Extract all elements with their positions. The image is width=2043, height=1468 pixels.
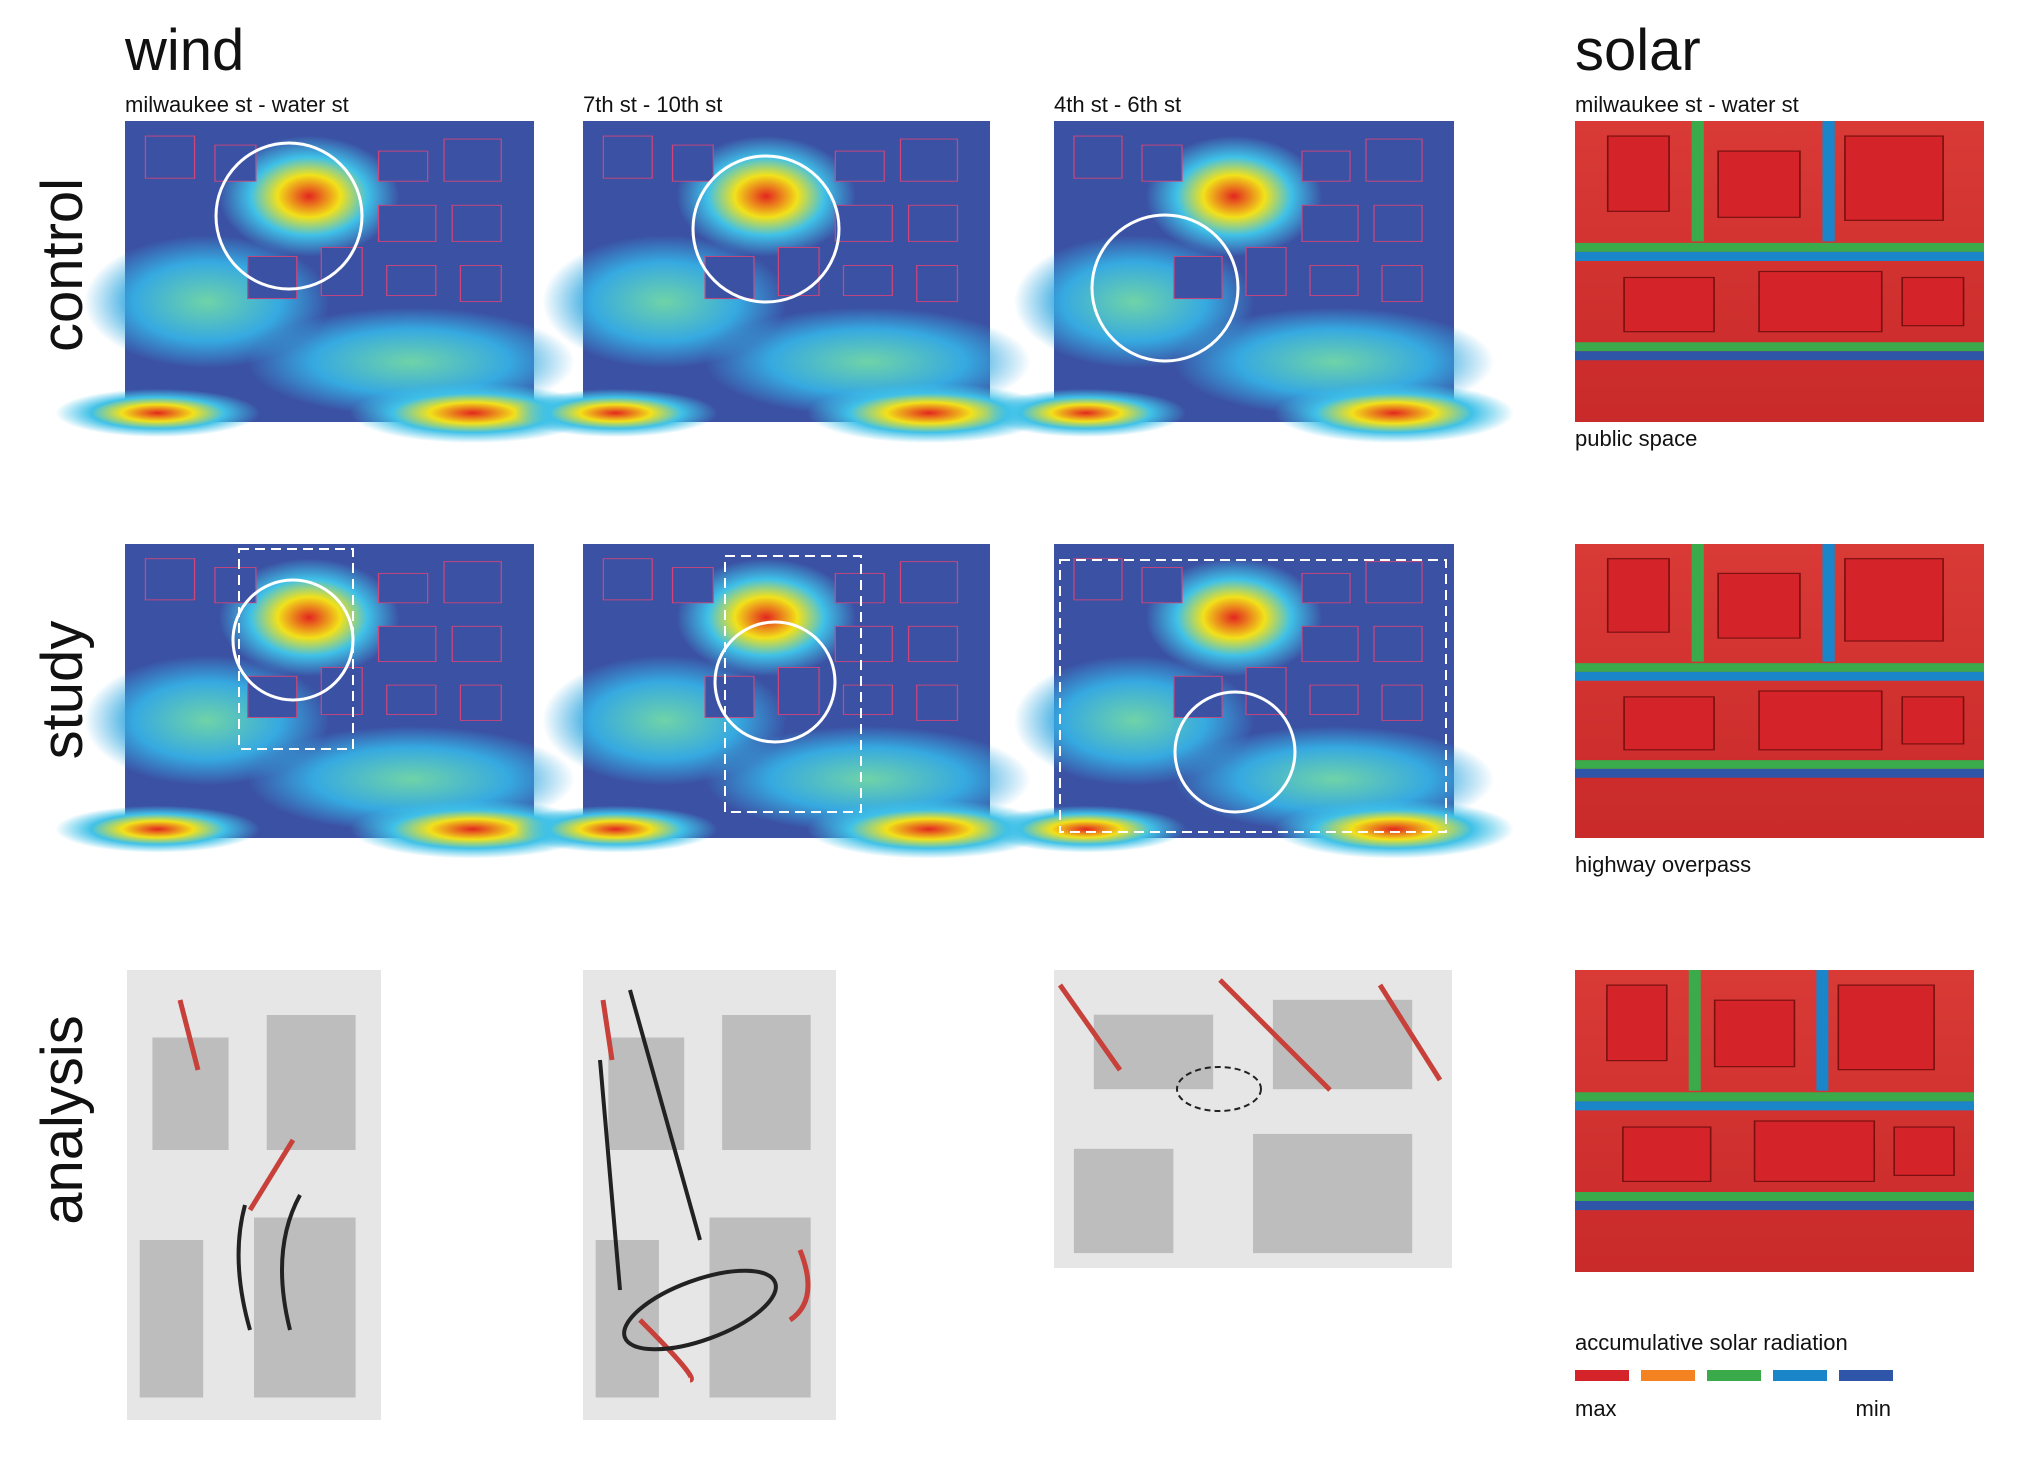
legend-title: accumulative solar radiation — [1575, 1330, 1848, 1355]
flow-arrows — [177, 978, 1443, 1383]
subtitle: milwaukee st - water st — [125, 92, 349, 117]
wind-map — [513, 120, 1052, 444]
legend-swatch — [1839, 1370, 1893, 1381]
wind-map — [54, 120, 596, 444]
analysis-map — [583, 970, 836, 1420]
legend-swatch — [1641, 1370, 1695, 1381]
focus-circles — [214, 141, 1240, 363]
wind-map — [985, 120, 1515, 444]
outlines — [236, 989, 778, 1352]
solar-caption: public space — [1575, 426, 1697, 451]
legend-swatches — [1575, 1370, 1893, 1381]
solar-header: solar — [1575, 18, 1701, 83]
row-label: control — [30, 178, 95, 352]
legend-min: min — [1856, 1396, 1891, 1421]
solar-caption: highway overpass — [1575, 852, 1751, 877]
subtitle: milwaukee st - water st — [1575, 92, 1799, 117]
subtitle: 7th st - 10th st — [583, 92, 722, 117]
legend-swatch — [1575, 1370, 1629, 1381]
subtitle: 4th st - 6th st — [1054, 92, 1181, 117]
calm-zone — [1176, 1066, 1262, 1112]
row-label: analysis — [30, 1015, 95, 1225]
focus-circles — [231, 578, 1297, 814]
legend-max: max — [1575, 1396, 1617, 1421]
solar-map — [1575, 121, 1984, 422]
analysis-map — [127, 970, 381, 1420]
wind-header: wind — [124, 18, 244, 83]
legend-swatch — [1707, 1370, 1761, 1381]
row-label: study — [30, 621, 95, 760]
legend-swatch — [1773, 1370, 1827, 1381]
solar-map — [1575, 544, 1984, 838]
study-area — [238, 548, 1447, 833]
solar-map — [1575, 970, 1974, 1272]
